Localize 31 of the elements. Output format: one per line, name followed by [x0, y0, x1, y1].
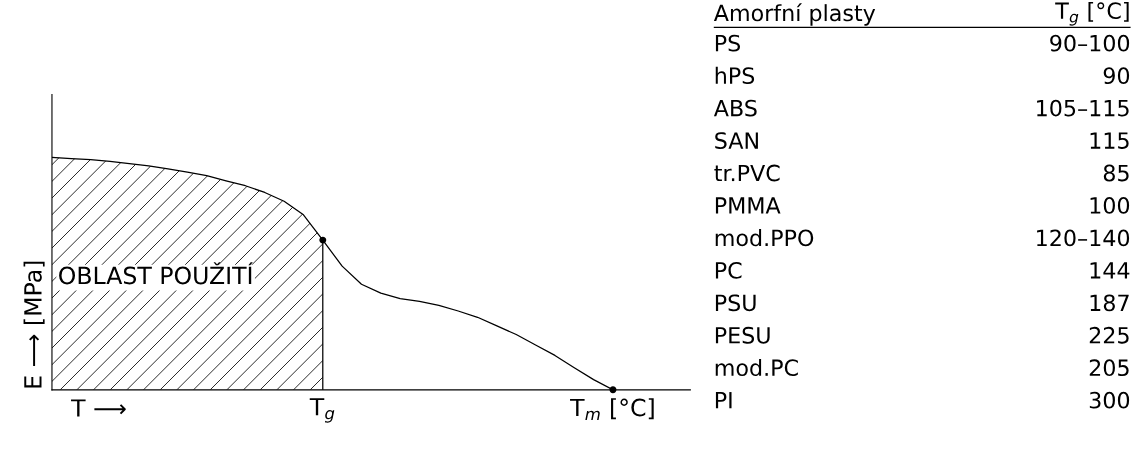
text: 100: [1090, 197, 1130, 214]
annotation: OBLAST POUŽITÍ: [59, 262, 253, 285]
text: 187: [1090, 294, 1129, 312]
category-label: PSU: [715, 294, 756, 312]
text: Amorfní plasty: [713, 3, 876, 26]
text: 85: [1103, 164, 1129, 182]
text: 90: [1103, 67, 1130, 85]
text: 300: [1089, 391, 1130, 409]
x-tick-label: T$_{g}$: [309, 398, 335, 423]
text: 105–115: [1037, 99, 1129, 117]
category-label: PC: [715, 261, 742, 279]
y-axis-title: E ⟶ [MPa]: [23, 261, 45, 388]
text: 144: [1090, 262, 1130, 279]
category-label: PESU: [715, 326, 770, 344]
category-label: mod.PC: [715, 358, 798, 377]
category-label: tr.PVC: [714, 164, 780, 182]
x-axis-title: T ⟶: [71, 399, 126, 417]
category-label: PI: [715, 392, 732, 409]
text: 225: [1089, 326, 1129, 344]
category-label: mod.PPO: [715, 229, 814, 247]
category-label: PMMA: [715, 197, 781, 214]
text: 90–100: [1050, 34, 1130, 52]
text: 115: [1090, 132, 1129, 149]
text: T$_{g}$ [°C]: [1055, 1, 1129, 26]
category-label: hPS: [715, 66, 755, 85]
text: 120–140: [1037, 229, 1130, 247]
category-label: ABS: [713, 99, 757, 117]
category-label: SAN: [715, 132, 758, 149]
text: 205: [1089, 359, 1129, 377]
x-tick-label: T$_{m}$ [°C]: [570, 398, 654, 420]
category-label: PS: [715, 34, 741, 52]
